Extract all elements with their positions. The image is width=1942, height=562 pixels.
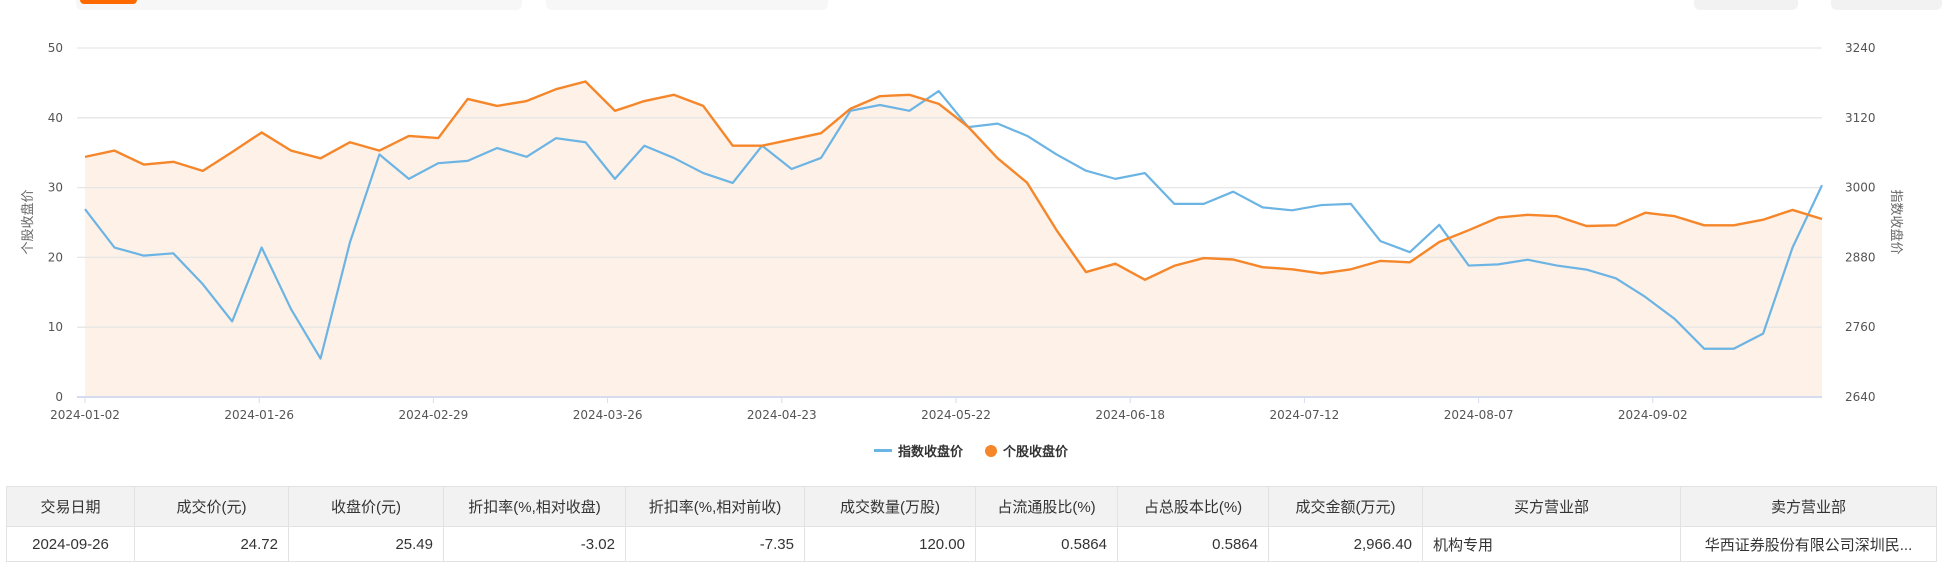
table-cell: 机构专用 — [1423, 527, 1681, 562]
column-header: 收盘价(元) — [289, 487, 444, 527]
price-chart: 0 10 20 30 40 50 2640 2760 2880 3000 3120 3240 个股收盘价… — [0, 0, 1942, 435]
left-axis-label: 个股收盘价 — [20, 189, 35, 254]
table-header-row: 交易日期成交价(元)收盘价(元)折扣率(%,相对收盘)折扣率(%,相对前收)成交… — [7, 487, 1937, 527]
left-tick-label: 10 — [48, 320, 63, 334]
column-header: 成交金额(万元) — [1269, 487, 1423, 527]
table-cell: -3.02 — [444, 527, 626, 562]
x-tick-label: 2024-01-02 — [50, 408, 120, 422]
table-cell: 华西证券股份有限公司深圳民... — [1681, 527, 1937, 562]
x-tick-label: 2024-02-29 — [399, 408, 469, 422]
left-tick-label: 30 — [48, 181, 63, 195]
table-cell: 0.5864 — [976, 527, 1118, 562]
legend-line-icon — [874, 449, 892, 452]
table-cell: 2024-09-26 — [7, 527, 135, 562]
column-header: 交易日期 — [7, 487, 135, 527]
column-header: 折扣率(%,相对前收) — [626, 487, 805, 527]
column-header: 成交数量(万股) — [805, 487, 976, 527]
table-cell: 0.5864 — [1118, 527, 1269, 562]
right-tick-label: 3240 — [1845, 41, 1876, 55]
x-tick-label: 2024-06-18 — [1095, 408, 1165, 422]
left-tick-label: 40 — [48, 111, 63, 125]
table-cell: 120.00 — [805, 527, 976, 562]
table-cell: 2,966.40 — [1269, 527, 1423, 562]
column-header: 折扣率(%,相对收盘) — [444, 487, 626, 527]
x-tick-label: 2024-03-26 — [573, 408, 643, 422]
right-tick-label: 3120 — [1845, 111, 1876, 125]
right-tick-label: 2640 — [1845, 390, 1876, 404]
legend-label-stock: 个股收盘价 — [1003, 441, 1068, 460]
column-header: 占总股本比(%) — [1118, 487, 1269, 527]
left-tick-label: 0 — [55, 390, 63, 404]
right-tick-label: 2760 — [1845, 320, 1876, 334]
right-tick-label: 2880 — [1845, 250, 1876, 264]
x-tick-label: 2024-07-12 — [1270, 408, 1340, 422]
x-tick-label: 2024-05-22 — [921, 408, 991, 422]
table-cell: 25.49 — [289, 527, 444, 562]
table-cell: -7.35 — [626, 527, 805, 562]
column-header: 买方营业部 — [1423, 487, 1681, 527]
x-tick-label: 2024-09-02 — [1618, 408, 1688, 422]
legend-dot-icon — [985, 445, 997, 457]
legend-item-stock[interactable]: 个股收盘价 — [985, 441, 1068, 460]
x-tick-label: 2024-08-07 — [1444, 408, 1514, 422]
column-header: 卖方营业部 — [1681, 487, 1937, 527]
right-axis-label: 指数收盘价 — [1889, 189, 1904, 254]
block-trade-table: 交易日期成交价(元)收盘价(元)折扣率(%,相对收盘)折扣率(%,相对前收)成交… — [6, 486, 1937, 562]
left-tick-label: 20 — [48, 250, 63, 264]
x-tick-label: 2024-04-23 — [747, 408, 817, 422]
right-tick-label: 3000 — [1845, 181, 1876, 195]
chart-legend: 指数收盘价 个股收盘价 — [0, 441, 1942, 460]
x-tick-label: 2024-01-26 — [224, 408, 294, 422]
legend-label-index: 指数收盘价 — [898, 441, 963, 460]
left-tick-label: 50 — [48, 41, 63, 55]
legend-item-index[interactable]: 指数收盘价 — [874, 441, 963, 460]
column-header: 成交价(元) — [135, 487, 289, 527]
stock-area — [85, 82, 1822, 397]
column-header: 占流通股比(%) — [976, 487, 1118, 527]
table-cell: 24.72 — [135, 527, 289, 562]
